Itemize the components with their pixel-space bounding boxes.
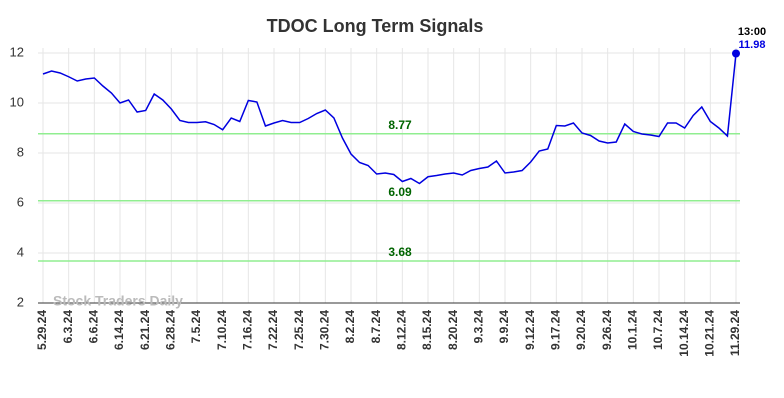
y-tick-label: 6 [17,194,24,209]
y-tick-label: 8 [17,144,24,159]
x-tick-label: 6.3.24 [61,310,75,344]
x-tick-label: 8.2.24 [343,310,357,344]
x-tick-label: 11.29.24 [728,310,742,356]
x-tick-label: 7.16.24 [241,310,255,350]
x-tick-label: 10.1.24 [626,310,640,350]
x-tick-label: 7.25.24 [292,310,306,350]
x-tick-label: 8.20.24 [446,310,460,350]
x-tick-label: 7.30.24 [318,310,332,350]
signal-label: 3.68 [388,245,412,259]
y-tick-label: 2 [17,294,24,309]
x-tick-label: 9.3.24 [472,310,486,344]
signal-label: 6.09 [388,185,412,199]
last-time: 13:00 [738,26,766,38]
y-tick-label: 12 [10,44,24,59]
y-tick-label: 10 [10,94,24,109]
x-tick-label: 10.21.24 [703,310,717,357]
x-tick-label: 7.10.24 [215,310,229,350]
x-tick-label: 7.22.24 [266,310,280,350]
watermark: Stock Traders Daily [53,293,183,309]
x-tick-label: 9.12.24 [523,310,537,350]
last-point [732,49,740,58]
chart-title: TDOC Long Term Signals [267,16,484,36]
price-line [42,53,737,185]
x-tick-label: 9.26.24 [600,310,614,350]
y-tick-label: 4 [17,244,24,259]
x-tick-label: 8.7.24 [369,310,383,344]
x-tick-label: 8.15.24 [420,310,434,350]
last-value: 11.98 [739,39,766,51]
x-tick-label: 10.7.24 [651,310,665,350]
x-tick-label: 8.12.24 [395,310,409,350]
x-tick-label: 7.5.24 [189,310,203,344]
x-tick-label: 6.28.24 [164,310,178,350]
signal-label: 8.77 [388,118,412,132]
x-tick-label: 6.14.24 [112,310,126,350]
x-tick-label: 5.29.24 [35,310,49,350]
x-tick-label: 9.9.24 [497,310,511,344]
x-tick-label: 9.20.24 [574,310,588,350]
x-tick-label: 10.14.24 [677,310,691,357]
x-tick-label: 6.21.24 [138,310,152,350]
x-tick-label: 9.17.24 [549,310,563,350]
x-tick-label: 6.6.24 [87,310,101,344]
